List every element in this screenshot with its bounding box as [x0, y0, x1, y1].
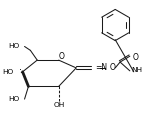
- Text: HO: HO: [8, 96, 20, 102]
- Text: OH: OH: [54, 102, 65, 108]
- Text: =N: =N: [95, 63, 107, 72]
- Text: ·: ·: [19, 65, 22, 75]
- Text: O: O: [133, 53, 139, 62]
- Text: HO: HO: [8, 43, 20, 49]
- Text: NH: NH: [131, 67, 142, 73]
- Text: O: O: [109, 63, 115, 72]
- Text: O: O: [59, 52, 64, 61]
- Text: HO: HO: [3, 69, 14, 75]
